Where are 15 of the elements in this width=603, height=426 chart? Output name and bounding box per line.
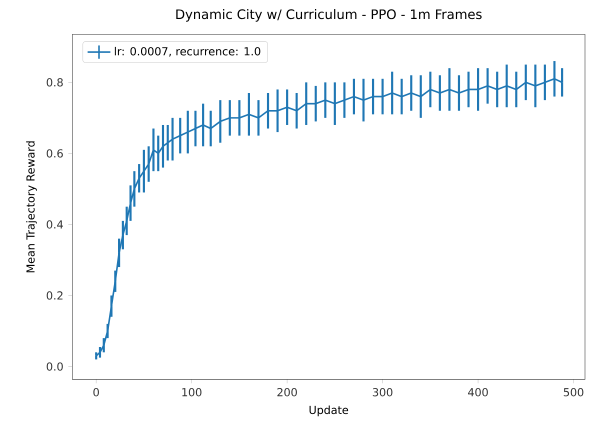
x-tick-label: 400 [468, 388, 488, 396]
x-tick-label: 200 [277, 388, 297, 396]
x-tick-label: 300 [372, 388, 392, 396]
x-tick-label: 0 [93, 388, 99, 396]
y-tick-label: 0.8 [46, 78, 63, 87]
y-tick-label: 0.0 [46, 362, 63, 371]
x-tick-label: 500 [564, 388, 584, 396]
chart-title: Dynamic City w/ Curriculum - PPO - 1m Frames [176, 9, 482, 22]
y-tick-label: 0.2 [46, 291, 62, 300]
y-tick-label: 0.4 [46, 220, 63, 229]
y-tick-label: 0.6 [46, 149, 63, 158]
x-tick-label: 100 [182, 388, 202, 396]
x-axis-title: Update [310, 406, 348, 416]
y-axis-title: Mean Trajectory Reward [26, 141, 37, 272]
legend-label: lr: 0.0007, recurrence: 1.0 [114, 46, 260, 57]
